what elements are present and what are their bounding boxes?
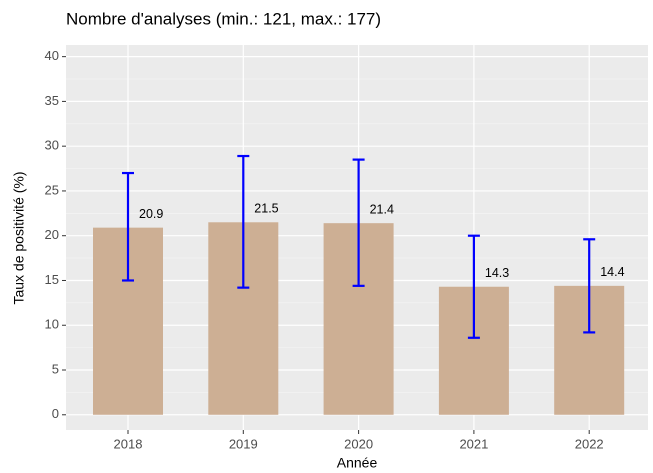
x-tick-label: 2021 (459, 436, 488, 451)
value-label: 21.4 (370, 202, 394, 216)
value-label: 14.4 (600, 265, 624, 279)
value-label: 14.3 (485, 266, 509, 280)
x-tick-label: 2022 (575, 436, 604, 451)
value-label: 21.5 (254, 202, 278, 216)
y-tick-label: 5 (52, 361, 59, 376)
x-tick-label: 2019 (229, 436, 258, 451)
y-tick-label: 20 (45, 227, 59, 242)
x-tick-label: 2018 (114, 436, 143, 451)
y-tick-label: 35 (45, 93, 59, 108)
y-tick-label: 30 (45, 138, 59, 153)
y-tick-label: 10 (45, 317, 59, 332)
x-axis-title: Année (337, 455, 378, 471)
x-tick-label: 2020 (344, 436, 373, 451)
y-axis-title: Taux de positivité (%) (11, 171, 27, 304)
y-tick-label: 15 (45, 272, 59, 287)
y-tick-label: 40 (45, 48, 59, 63)
chart-title: Nombre d'analyses (min.: 121, max.: 177) (66, 9, 381, 28)
y-tick-label: 25 (45, 182, 59, 197)
value-label: 20.9 (139, 207, 163, 221)
y-tick-label: 0 (52, 406, 59, 421)
